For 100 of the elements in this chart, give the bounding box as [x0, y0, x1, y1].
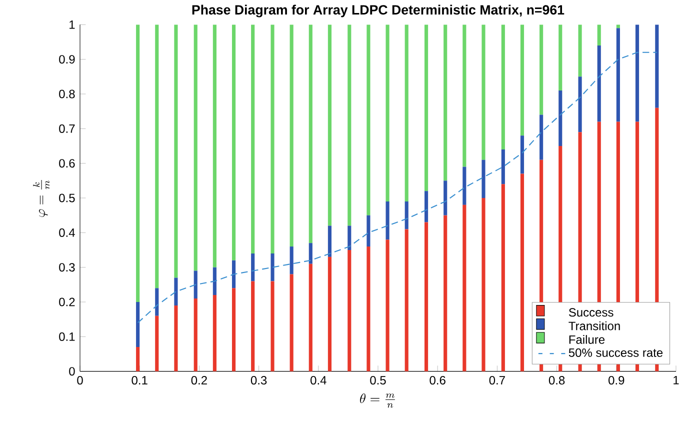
bar [635, 24, 640, 122]
bar [136, 347, 140, 372]
bar [290, 24, 294, 247]
legend-label: Failure [569, 335, 605, 344]
x-tick-label: 0.6 [430, 376, 446, 385]
y-axis-title: $\varphi=\frac{k}{m}$ [33, 180, 50, 217]
bar [597, 45, 601, 122]
bar [482, 24, 486, 160]
bar [136, 24, 140, 302]
x-tick-label: 0.3 [250, 376, 267, 385]
bar [194, 24, 198, 271]
bar [366, 215, 370, 247]
bar [558, 90, 562, 146]
bar [308, 264, 312, 372]
bar [328, 226, 332, 257]
bar [366, 24, 370, 216]
x-axis-title: $\theta=\frac{m}{n}$ [360, 394, 395, 408]
y-tick-label: 0.5 [59, 194, 75, 202]
bar [424, 24, 428, 192]
bar [597, 24, 601, 46]
x-tick-label: 0.4 [310, 376, 326, 385]
bar [270, 24, 274, 254]
bar [424, 191, 428, 222]
bar [194, 270, 198, 299]
bar [348, 226, 352, 250]
x-tick-label: 0.1 [132, 376, 148, 385]
bar [174, 305, 178, 372]
bar [520, 24, 524, 136]
bar [520, 174, 524, 372]
y-tick-label: 0.3 [59, 263, 75, 272]
bar [251, 24, 255, 254]
y-tick-label: 0 [69, 367, 75, 376]
bar [482, 198, 486, 372]
bar [444, 215, 448, 372]
bar [290, 274, 294, 372]
x-tick-label: 0.2 [191, 376, 207, 385]
bar [348, 24, 352, 226]
bar [328, 24, 332, 226]
bar [232, 260, 236, 288]
bar [404, 24, 408, 202]
bar [404, 201, 408, 230]
bar [501, 184, 505, 372]
bar [444, 180, 448, 216]
x-tick-label: 0 [77, 376, 83, 385]
bar [655, 24, 659, 108]
bar [290, 246, 294, 274]
bar [424, 222, 428, 372]
y-tick-label: 0.2 [59, 298, 75, 306]
bar [520, 136, 524, 174]
bar [174, 278, 178, 306]
bar [462, 204, 466, 372]
bar [444, 24, 448, 181]
bar [155, 288, 159, 316]
x-tick-label: 0.5 [370, 376, 386, 385]
bar [136, 302, 140, 348]
legend-label: 50% success rate [568, 348, 663, 357]
y-tick-label: 0.4 [59, 228, 75, 237]
bar [232, 24, 236, 260]
y-tick-label: 0.9 [59, 55, 75, 64]
bar [155, 24, 159, 288]
bar [232, 288, 236, 372]
bar [616, 28, 620, 122]
bar [155, 316, 159, 372]
bar [501, 24, 505, 150]
bar [386, 24, 390, 202]
y-tick-label: 0.8 [59, 90, 75, 98]
bar [308, 243, 312, 264]
y-tick-label: 1 [70, 20, 75, 29]
legend-label: Transition [568, 321, 620, 330]
bar [462, 24, 466, 167]
y-tick-label: 0.7 [59, 124, 75, 133]
legend-label: Success [568, 308, 614, 317]
bar [540, 114, 544, 160]
y-tick-label: 0.6 [59, 159, 75, 168]
bar [194, 298, 198, 372]
y-tick-label: 0.1 [59, 332, 75, 341]
bar [270, 281, 274, 372]
bar [404, 229, 408, 372]
bar [308, 24, 312, 244]
bar [328, 256, 332, 372]
x-tick-label: 0.9 [608, 376, 624, 385]
bar [348, 250, 352, 372]
bar [386, 201, 390, 240]
bar [251, 253, 255, 282]
bar [578, 76, 582, 132]
chart-title: Phase Diagram for Array LDPC Deterministic Matrix, n=961 [192, 4, 564, 18]
bar [212, 267, 216, 296]
bar [501, 149, 505, 184]
bar [366, 246, 370, 372]
bar [251, 281, 255, 372]
bar [174, 24, 178, 278]
x-tick-label: 1 [674, 376, 679, 384]
bar [540, 24, 544, 115]
bar [578, 24, 582, 77]
x-tick-label: 0.7 [489, 376, 505, 385]
bar [558, 24, 562, 91]
bar [386, 240, 390, 372]
bar [212, 295, 216, 372]
x-tick-label: 0.8 [548, 376, 565, 385]
bar [482, 160, 486, 198]
